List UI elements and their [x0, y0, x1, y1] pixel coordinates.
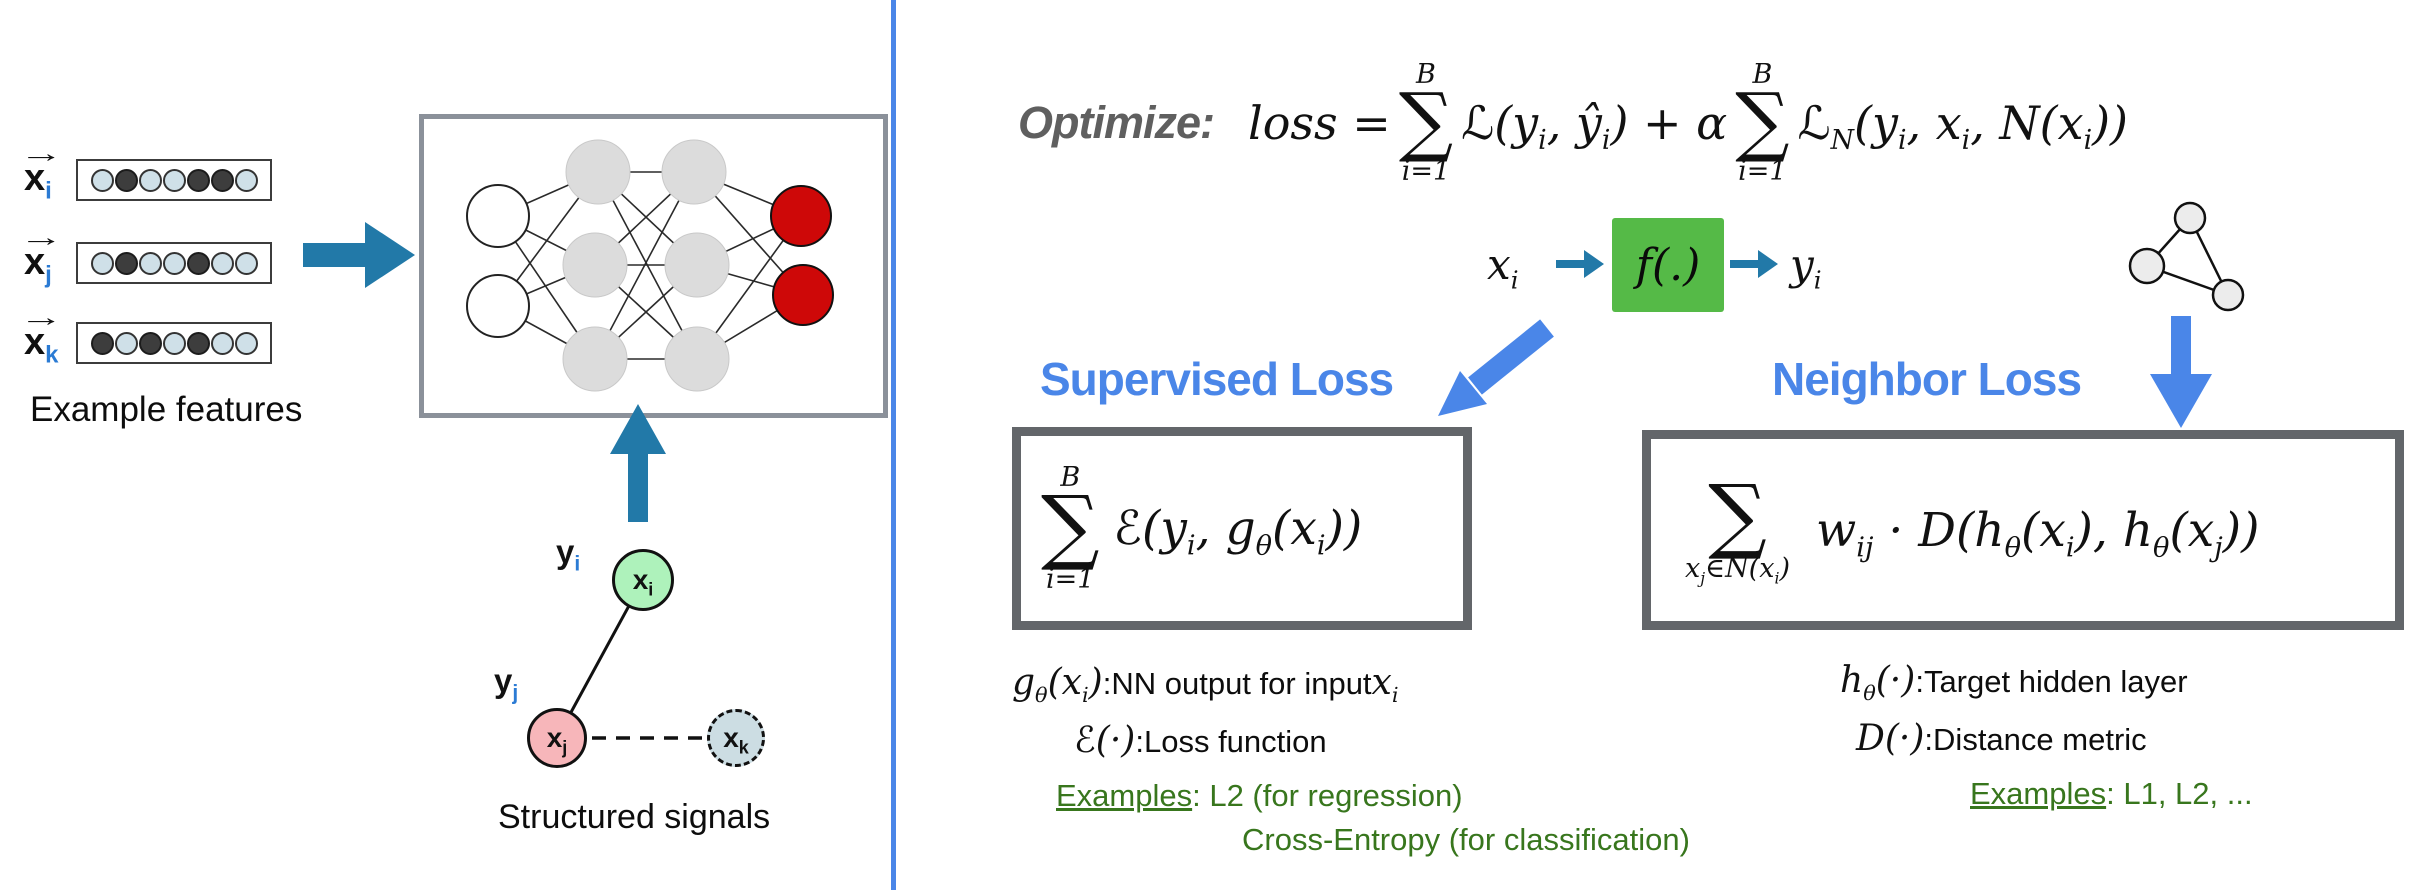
feature-dot-empty: [210, 251, 234, 275]
feature-dot-empty: [114, 331, 138, 355]
arrow-up-icon: [610, 404, 666, 522]
supervised-loss-box: B ∑ i=1 ℰ(yi, gθ(xi)): [1012, 427, 1472, 630]
neighbor-loss-heading: Neighbor Loss: [1772, 353, 2082, 405]
feature-dot-empty: [162, 331, 186, 355]
feature-dot-empty: [234, 168, 258, 192]
feature-vector-xi: [76, 159, 272, 201]
feature-dot-empty: [234, 331, 258, 355]
optimize-label: Optimize:: [1018, 97, 1215, 148]
supervised-examples: Examples: L2 (for regression): [1056, 778, 1463, 813]
feature-dot-empty: [210, 331, 234, 355]
flow-output-yi: yi: [1790, 240, 1822, 295]
graph-node-xi: xi: [612, 549, 674, 611]
section-divider: [891, 0, 896, 890]
feature-vector-xj: [76, 242, 272, 284]
sum-2: B ∑ i=1: [1735, 59, 1790, 187]
feature-dot-filled: [114, 168, 138, 192]
loss-formula: loss = B ∑ i=1 ℒ(yi, ŷi) + α B ∑ i=1 ℒN(…: [1248, 61, 2128, 185]
flow-input-xi: xi: [1487, 240, 1519, 295]
feature-dot-filled: [114, 251, 138, 275]
arrow-right-small-icon: [1730, 250, 1778, 278]
label-yj-base: y: [494, 662, 513, 699]
graph-triangle-icon: [2128, 201, 2245, 312]
sigma-icon: ∑: [1398, 76, 1454, 166]
loss-lhs: loss =: [1248, 96, 1391, 150]
supervised-note-1: gθ(xi): NN output for input xi: [1012, 662, 1399, 708]
arrow-diagonal-icon: [1438, 319, 1554, 416]
feature-dot-filled: [186, 251, 210, 275]
sigma-icon: ∑: [1041, 478, 1100, 574]
feature-dot-filled: [210, 168, 234, 192]
label-yi-sub: i: [574, 552, 581, 576]
feature-dot-filled: [90, 331, 114, 355]
arrow-right-small-icon: [1556, 250, 1604, 278]
feature-dot-filled: [186, 168, 210, 192]
graph-node-xk: xk: [707, 709, 765, 767]
arrow-right-icon: [303, 222, 415, 288]
feature-label-xj-sub: j: [45, 261, 52, 289]
feature-label-xi: → xi: [19, 140, 63, 203]
vector-arrow-icon: →: [19, 302, 64, 332]
fn-box: f(.): [1612, 218, 1724, 312]
sum-1: B ∑ i=1: [1398, 59, 1454, 187]
supervised-formula: ℰ(yi, gθ(xi)): [1113, 501, 1363, 562]
neural-network-diagram: [466, 139, 834, 392]
supervised-examples-line2: Cross-Entropy (for classification): [1242, 822, 1690, 857]
node-xk-sub: k: [738, 737, 749, 758]
loss-term-supervised: ℒ(yi, ŷi) + α: [1461, 96, 1728, 157]
feature-dot-empty: [138, 168, 162, 192]
label-yi: yi: [556, 533, 580, 575]
feature-dot-empty: [162, 168, 186, 192]
fn-label: f(.): [1635, 239, 1701, 291]
feature-dot-empty: [234, 251, 258, 275]
label-yj: yj: [494, 662, 518, 704]
neighbor-loss-box: ∑ xj∈N(xi) wij · D(hθ(xi), hθ(xj)): [1642, 430, 2404, 630]
feature-vector-xk: [76, 322, 272, 364]
neighbor-formula: wij · D(hθ(xi), hθ(xj)): [1816, 502, 2260, 563]
feature-dot-empty: [162, 251, 186, 275]
example-features-caption: Example features: [30, 390, 303, 429]
feature-dot-filled: [186, 331, 210, 355]
feature-label-xk: → xk: [19, 304, 63, 367]
node-xi-sub: i: [648, 579, 654, 600]
hidden-nodes: [562, 139, 730, 392]
vector-arrow-icon: →: [19, 222, 64, 252]
feature-dot-filled: [138, 331, 162, 355]
feature-dot-empty: [90, 168, 114, 192]
sigma-icon: ∑: [1708, 467, 1767, 563]
feature-label-xj-base: x: [24, 241, 46, 283]
neighbor-note-1: hθ(·): Target hidden layer: [1840, 660, 2188, 706]
neighbor-examples: Examples: L1, L2, ...: [1970, 776, 2253, 811]
supervised-note-2: ℰ(·) : Loss function: [1074, 720, 1327, 761]
feature-label-xi-base: x: [24, 157, 46, 199]
node-xi-base: x: [632, 564, 649, 595]
label-yi-base: y: [556, 533, 575, 570]
feature-label-xk-base: x: [24, 321, 46, 363]
node-xj-base: x: [546, 722, 563, 753]
label-yj-sub: j: [512, 681, 519, 705]
feature-dot-empty: [90, 251, 114, 275]
neighbor-sum-limit: xj∈N(xi): [1685, 553, 1791, 588]
feature-label-xj: → xj: [19, 224, 63, 287]
neighbor-sum: ∑ xj∈N(xi): [1685, 467, 1791, 588]
graph-node-xj: xj: [527, 708, 587, 768]
input-nodes: [466, 184, 530, 338]
supervised-sum: B ∑ i=1: [1041, 461, 1100, 596]
feature-dot-empty: [138, 251, 162, 275]
neural-network-box: [419, 114, 888, 418]
feature-label-xi-sub: i: [45, 177, 52, 205]
arrow-down-icon: [2150, 316, 2212, 428]
vector-arrow-icon: →: [19, 138, 64, 168]
node-xj-sub: j: [562, 737, 568, 758]
supervised-loss-heading: Supervised Loss: [1040, 353, 1394, 405]
neighbor-note-2: D(·) : Distance metric: [1856, 718, 2147, 759]
optimize-row: Optimize: loss = B ∑ i=1 ℒ(yi, ŷi) + α B…: [1018, 28, 2128, 218]
output-nodes: [770, 185, 834, 326]
sigma-icon: ∑: [1735, 76, 1790, 166]
node-xk-base: x: [723, 722, 739, 753]
feature-label-xk-sub: k: [45, 341, 59, 369]
structured-signals-caption: Structured signals: [498, 798, 771, 836]
loss-term-neighbor: ℒN(yi, xi, N(xi)): [1797, 96, 2129, 157]
